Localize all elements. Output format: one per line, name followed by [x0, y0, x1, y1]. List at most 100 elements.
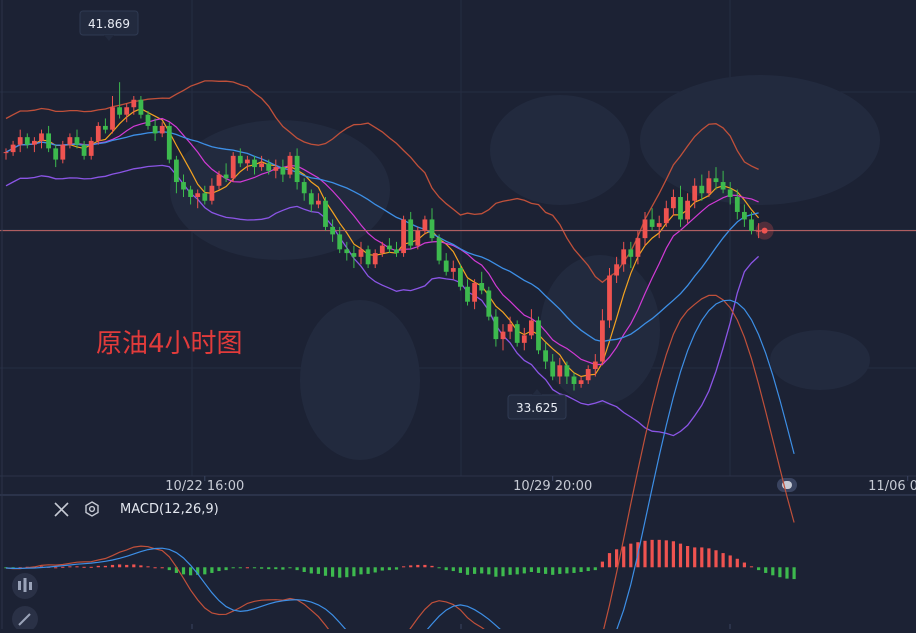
- candle: [39, 129, 44, 149]
- scroll-handle-icon[interactable]: [777, 478, 797, 492]
- candle-body: [678, 196, 683, 220]
- candle-body: [450, 268, 456, 272]
- candle: [443, 253, 449, 276]
- candle-body: [145, 114, 151, 126]
- candle: [181, 174, 186, 197]
- candle-body: [756, 230, 761, 232]
- macd-histogram-bar: [522, 567, 526, 574]
- candle: [110, 96, 115, 134]
- candle-body: [408, 219, 414, 246]
- macd-histogram-bar: [295, 567, 299, 571]
- high-price-label: 41.869: [88, 17, 130, 31]
- macd-histogram-bar: [153, 567, 157, 569]
- candle: [600, 309, 605, 366]
- candle-body: [152, 125, 158, 134]
- candle: [379, 241, 385, 257]
- candle: [152, 118, 158, 141]
- macd-histogram-bar: [387, 567, 391, 571]
- candle-body: [95, 125, 101, 141]
- candle: [273, 159, 279, 179]
- x-tick-label: 11/06 00:00: [868, 479, 916, 494]
- x-axis-ticks: 10/22 16:00 10/29 20:00 11/06 00:00: [165, 476, 916, 494]
- high-price-tag: 41.869: [79, 10, 139, 41]
- candle: [500, 324, 506, 351]
- macd-histogram-bar: [757, 567, 761, 571]
- macd-histogram-bar: [146, 566, 150, 568]
- candle-body: [571, 376, 577, 384]
- candle: [472, 279, 477, 310]
- candle: [656, 215, 662, 239]
- macd-histogram-bar: [536, 567, 541, 573]
- candle: [53, 144, 59, 168]
- candle-body: [614, 264, 619, 276]
- candle-body: [46, 133, 51, 149]
- low-price-tag: 33.625: [507, 389, 567, 420]
- macd-histogram-bar: [323, 567, 328, 576]
- candle-body: [316, 200, 321, 205]
- candle: [479, 271, 485, 295]
- macd-histogram-bar: [764, 567, 768, 573]
- candle-body: [209, 185, 215, 201]
- candlestick-icon: [18, 578, 32, 592]
- macd-histogram-bar: [721, 553, 725, 568]
- candle-body: [749, 219, 754, 231]
- macd-histogram-bar: [366, 567, 370, 574]
- candle-body: [720, 182, 726, 190]
- candle: [465, 279, 470, 306]
- candles-tool-button[interactable]: [12, 573, 38, 599]
- candle-body: [649, 219, 655, 227]
- candle: [60, 140, 66, 164]
- macd-histogram-bar: [515, 567, 519, 575]
- candle-body: [67, 137, 73, 145]
- candle: [188, 185, 193, 205]
- candle: [742, 204, 747, 227]
- macd-histogram-bar: [480, 567, 484, 574]
- candle-body: [202, 193, 208, 201]
- candle-body: [685, 200, 690, 220]
- candle-body: [74, 137, 80, 145]
- candle: [529, 309, 534, 340]
- macd-histogram-bar: [451, 567, 455, 572]
- candle: [401, 215, 406, 257]
- candle-body: [557, 365, 563, 377]
- candle-body: [500, 331, 506, 340]
- macd-histogram-bar: [309, 567, 313, 574]
- macd-histogram-bar: [316, 567, 320, 574]
- candle-body: [642, 219, 648, 239]
- candle-body: [401, 219, 406, 254]
- candle: [88, 137, 94, 160]
- macd-histogram-bar: [728, 555, 732, 568]
- candle-body: [486, 290, 492, 317]
- settings-icon[interactable]: [85, 501, 99, 517]
- candle-body: [24, 137, 30, 145]
- candle-body: [635, 238, 641, 257]
- macd-histogram-bar: [629, 543, 633, 568]
- macd-histogram-bar: [189, 567, 193, 576]
- candle-body: [230, 155, 236, 179]
- candle-body: [628, 249, 634, 257]
- macd-histogram-bar: [593, 567, 597, 571]
- candle-body: [472, 283, 477, 302]
- candle: [450, 260, 456, 280]
- candle-body: [81, 144, 87, 156]
- candle-body: [103, 125, 108, 130]
- draw-tool-button[interactable]: [12, 606, 38, 632]
- macd-histogram-bar: [167, 567, 171, 571]
- macd-histogram-bar: [458, 567, 462, 573]
- macd-indicator: [4, 294, 796, 633]
- candle: [166, 122, 172, 164]
- candle: [195, 189, 201, 209]
- candle-body: [415, 230, 421, 246]
- candle: [266, 159, 272, 175]
- candle-body: [131, 99, 137, 108]
- candle-body: [138, 99, 144, 115]
- candle: [124, 103, 130, 123]
- macd-histogram-bar: [224, 567, 228, 571]
- candle-body: [379, 245, 385, 254]
- close-icon[interactable]: [54, 502, 69, 517]
- candle: [237, 148, 243, 168]
- macd-dea-line: [5, 299, 795, 633]
- x-tick-label: 10/22 16:00: [165, 479, 244, 494]
- candle: [216, 170, 222, 190]
- candle-body: [216, 174, 222, 186]
